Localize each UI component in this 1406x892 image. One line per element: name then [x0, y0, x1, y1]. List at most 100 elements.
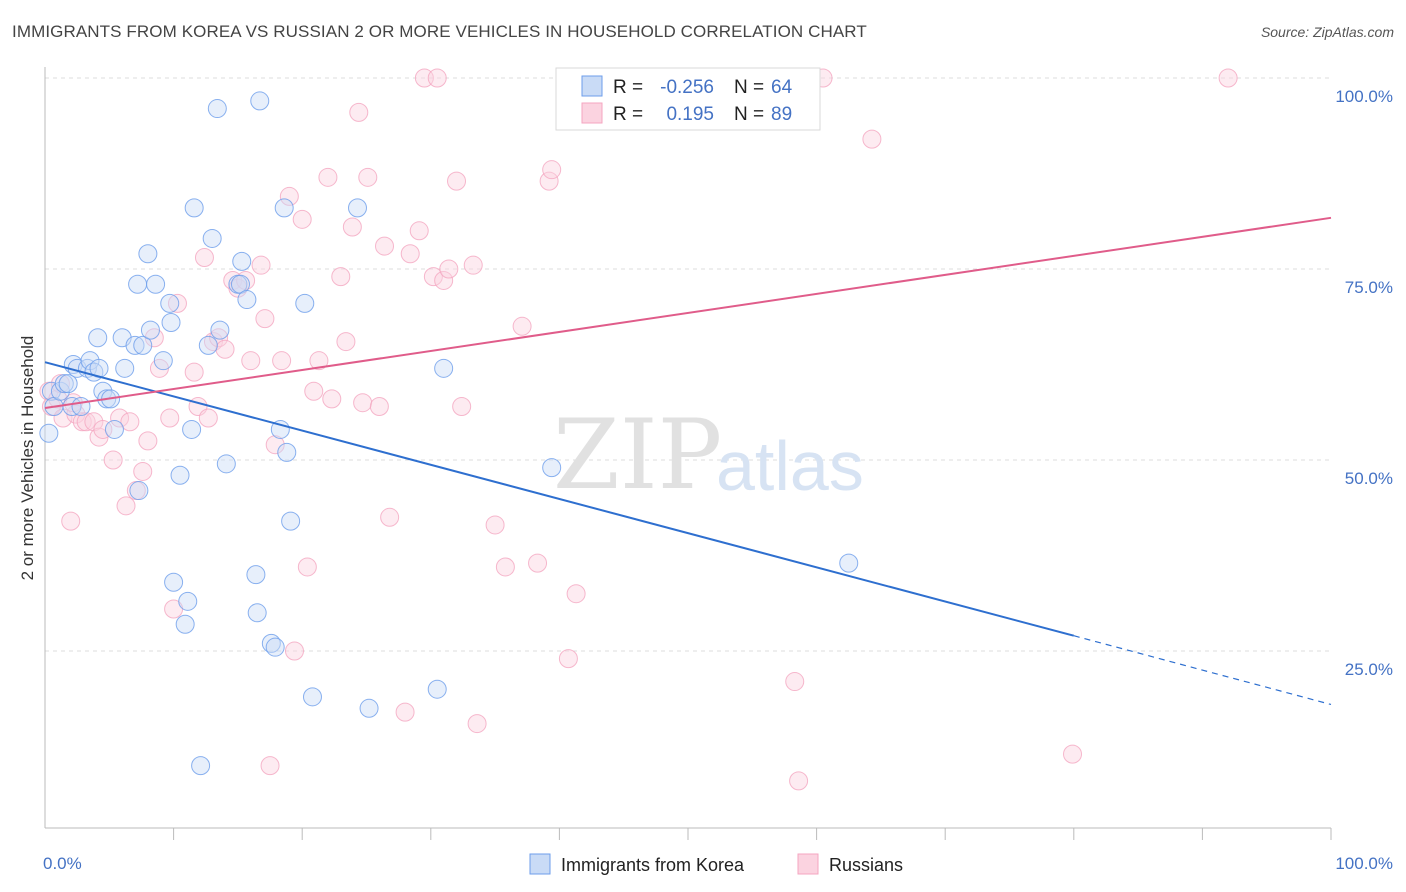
- russians-point-71: [528, 553, 548, 573]
- korea-point-56: [347, 198, 367, 218]
- russians-point-36: [260, 756, 280, 776]
- russians-point-52: [358, 167, 378, 187]
- korea-point-54: [295, 293, 315, 313]
- korea-trend-line: [44, 361, 1075, 637]
- russians-point-66: [463, 255, 483, 275]
- stats-n-value-russians: 89: [771, 104, 792, 125]
- korea-point-49: [261, 633, 281, 653]
- stats-n-label-russians: N =: [734, 104, 764, 125]
- russians-point-48: [336, 332, 356, 352]
- russians-point-73: [542, 160, 562, 180]
- russians-point-49: [342, 217, 362, 237]
- korea-point-21: [125, 335, 145, 355]
- russians-point-84: [862, 129, 882, 149]
- watermark-zip: ZIP: [553, 399, 722, 511]
- stats-n-label-korea: N =: [734, 77, 764, 98]
- korea-point-30: [129, 481, 149, 501]
- russians-point-72: [539, 171, 559, 191]
- korea-point-35: [184, 198, 204, 218]
- russians-point-56: [395, 702, 415, 722]
- stats-r-value-korea: -0.256: [660, 77, 714, 98]
- korea-point-52: [277, 442, 297, 462]
- russians-point-69: [495, 557, 515, 577]
- korea-point-38: [202, 228, 222, 248]
- russians-point-64: [447, 171, 467, 191]
- russians-point-17: [138, 431, 158, 451]
- y-tick-labels: 25.0% 50.0% 75.0% 100.0%: [1335, 87, 1393, 679]
- russians-point-61: [427, 68, 447, 88]
- stats-r-value-russians: 0.195: [666, 104, 714, 125]
- russians-point-28: [209, 328, 229, 348]
- x-tick-label-max: 100.0%: [1335, 854, 1393, 873]
- x-tick-label-min: 0.0%: [43, 854, 82, 873]
- korea-point-53: [281, 511, 301, 531]
- russians-point-14: [120, 412, 140, 432]
- russians-point-41: [292, 209, 312, 229]
- russians-point-10: [93, 419, 113, 439]
- russians-point-50: [349, 102, 369, 122]
- russians-point-85: [1063, 744, 1083, 764]
- korea-point-62: [265, 637, 285, 657]
- korea-point-34: [182, 419, 202, 439]
- russians-point-13: [116, 496, 136, 516]
- korea-point-31: [164, 572, 184, 592]
- russians-point-4: [61, 511, 81, 531]
- korea-points: [39, 91, 859, 776]
- russians-point-22: [167, 293, 187, 313]
- korea-point-25: [140, 320, 160, 340]
- bottom-legend: Immigrants from Korea Russians: [529, 853, 903, 875]
- korea-point-20: [115, 358, 135, 378]
- russians-point-74: [558, 649, 578, 669]
- russians-point-12: [110, 408, 130, 428]
- korea-point-0: [39, 423, 59, 443]
- stats-swatch-russians: [581, 102, 603, 124]
- russians-point-57: [400, 244, 420, 264]
- korea-point-40: [210, 320, 230, 340]
- y-tick-label-75: 75.0%: [1345, 278, 1393, 297]
- korea-point-46: [246, 565, 266, 585]
- russians-point-58: [409, 221, 429, 241]
- russians-point-86: [1218, 68, 1238, 88]
- russians-point-27: [203, 332, 223, 352]
- trend-lines: [44, 216, 1332, 706]
- stats-n-value-korea: 64: [771, 77, 793, 98]
- russians-point-68: [485, 515, 505, 535]
- grid-lines: [45, 77, 1331, 652]
- russians-point-33: [241, 351, 261, 371]
- legend-label-russians: Russians: [829, 855, 903, 875]
- russians-point-55: [380, 507, 400, 527]
- stats-r-label-korea: R =: [613, 77, 643, 98]
- russians-point-11: [103, 450, 123, 470]
- russians-point-34: [251, 255, 271, 275]
- korea-point-57: [359, 698, 379, 718]
- russians-point-7: [76, 412, 96, 432]
- korea-point-63: [175, 614, 195, 634]
- russians-point-16: [133, 461, 153, 481]
- russians-point-60: [423, 267, 443, 287]
- russians-point-65: [452, 397, 472, 417]
- korea-point-32: [170, 465, 190, 485]
- stats-legend: R = -0.256 N = 64 R = 0.195 N = 89: [555, 67, 821, 131]
- korea-point-9: [71, 397, 91, 417]
- korea-point-48: [250, 91, 270, 111]
- korea-point-37: [198, 335, 218, 355]
- y-axis-label: 2 or more Vehicles in Household: [18, 336, 37, 581]
- russians-point-40: [284, 641, 304, 661]
- korea-point-28: [160, 293, 180, 313]
- stats-swatch-korea: [581, 75, 603, 97]
- russians-point-29: [215, 339, 235, 359]
- russians-point-62: [434, 270, 454, 290]
- russians-point-44: [309, 351, 329, 371]
- korea-point-61: [839, 553, 859, 573]
- korea-point-26: [146, 274, 166, 294]
- korea-point-45: [237, 290, 257, 310]
- russians-point-82: [789, 771, 809, 791]
- russians-point-46: [322, 389, 342, 409]
- russians-point-23: [184, 362, 204, 382]
- russians-point-25: [194, 248, 214, 268]
- korea-point-13: [88, 328, 108, 348]
- korea-point-60: [542, 458, 562, 478]
- korea-point-29: [161, 312, 181, 332]
- korea-point-55: [302, 687, 322, 707]
